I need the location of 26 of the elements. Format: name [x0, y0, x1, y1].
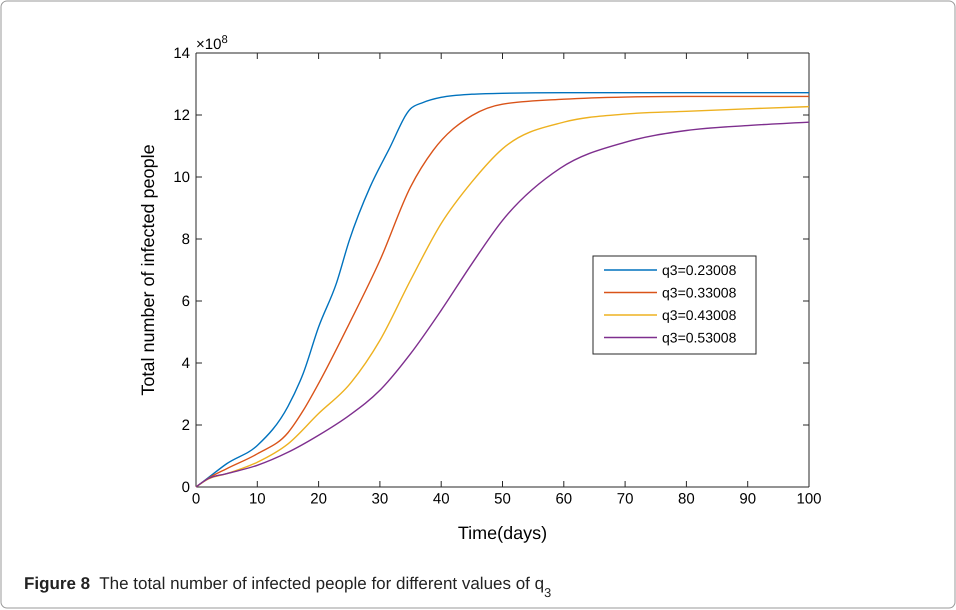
- x-tick-label: 90: [739, 490, 756, 508]
- caption: Figure 8 The total number of infected people for different values of q$_{3}$: [24, 574, 552, 600]
- y-tick-label: 8: [182, 230, 190, 248]
- y-axis-title: Total number of infected people: [138, 144, 158, 396]
- x-tick-label: 40: [432, 490, 450, 508]
- y-tick-label: 14: [173, 44, 190, 62]
- y-tick-label: 0: [182, 478, 190, 496]
- y-tick-label: 4: [182, 354, 190, 372]
- legend-label: q3=0.23008: [662, 262, 737, 278]
- y-tick-label: 6: [182, 292, 190, 310]
- y-tick-label: 2: [182, 416, 190, 434]
- x-tick-label: 20: [310, 490, 327, 508]
- x-tick-label: 70: [616, 490, 634, 508]
- x-tick-label: 100: [796, 490, 822, 508]
- x-tick-label: 10: [248, 490, 266, 508]
- x-tick-label: 80: [678, 490, 695, 508]
- x-tick-label: 30: [372, 490, 388, 508]
- x-tick-label: 60: [555, 490, 572, 508]
- x-tick-label: 50: [494, 490, 511, 508]
- annotation: ×10$^{8}$: [196, 34, 228, 53]
- legend-label: q3=0.43008: [662, 307, 737, 323]
- y-tick-label: 10: [173, 168, 190, 186]
- x-axis-title: Time(days): [458, 523, 548, 543]
- legend-label: q3=0.53008: [662, 330, 737, 346]
- legend-label: q3=0.33008: [662, 284, 737, 300]
- y-tick-label: 12: [173, 106, 190, 124]
